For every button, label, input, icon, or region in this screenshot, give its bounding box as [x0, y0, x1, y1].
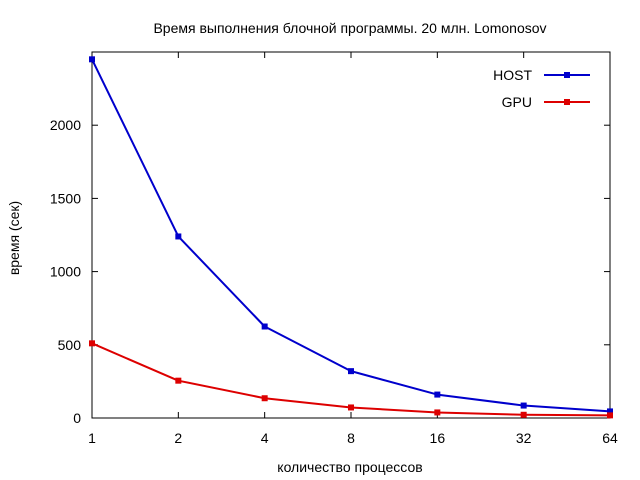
data-point-gpu [607, 412, 613, 419]
plot-frame [91, 51, 611, 419]
x-tick-label: 4 [261, 430, 269, 446]
data-point-host [520, 402, 527, 409]
x-tick-label: 16 [430, 430, 446, 446]
data-point-gpu [520, 411, 527, 418]
data-point-host [89, 56, 95, 63]
legend-marker-host [564, 72, 570, 78]
x-tick-label: 32 [516, 430, 532, 446]
series-gpu [89, 340, 613, 419]
series-layer [89, 56, 613, 419]
data-point-host [348, 368, 354, 375]
x-tick-label: 2 [174, 430, 182, 446]
legend-label-gpu: GPU [502, 94, 532, 110]
x-axis-label: количество процессов [277, 459, 422, 475]
series-host [89, 56, 613, 415]
data-point-host [607, 408, 613, 415]
legend: HOST GPU [493, 67, 590, 110]
data-point-gpu [175, 377, 182, 384]
y-tick-label: 1000 [50, 264, 81, 280]
chart-title: Время выполнения блочной программы. 20 м… [153, 20, 546, 36]
data-point-host [261, 323, 268, 330]
y-tick-label: 2000 [50, 117, 81, 133]
y-axis-ticks: 0 500 1000 1500 2000 [50, 117, 610, 426]
data-point-gpu [348, 404, 354, 411]
data-point-host [434, 391, 441, 398]
data-point-host [175, 233, 182, 240]
y-tick-label: 1500 [50, 190, 81, 206]
x-axis-ticks: 1 2 4 8 16 32 64 [88, 52, 618, 446]
y-axis-label: время (сек) [6, 201, 22, 275]
legend-label-host: HOST [493, 67, 532, 83]
legend-marker-gpu [564, 99, 570, 105]
data-point-gpu [89, 340, 95, 347]
x-tick-label: 8 [347, 430, 355, 446]
y-tick-label: 0 [73, 410, 81, 426]
data-point-gpu [434, 409, 441, 416]
data-point-gpu [261, 395, 268, 402]
x-tick-label: 1 [88, 430, 96, 446]
y-tick-label: 500 [58, 337, 82, 353]
x-tick-label: 64 [602, 430, 618, 446]
series-line-host [91, 58, 611, 413]
